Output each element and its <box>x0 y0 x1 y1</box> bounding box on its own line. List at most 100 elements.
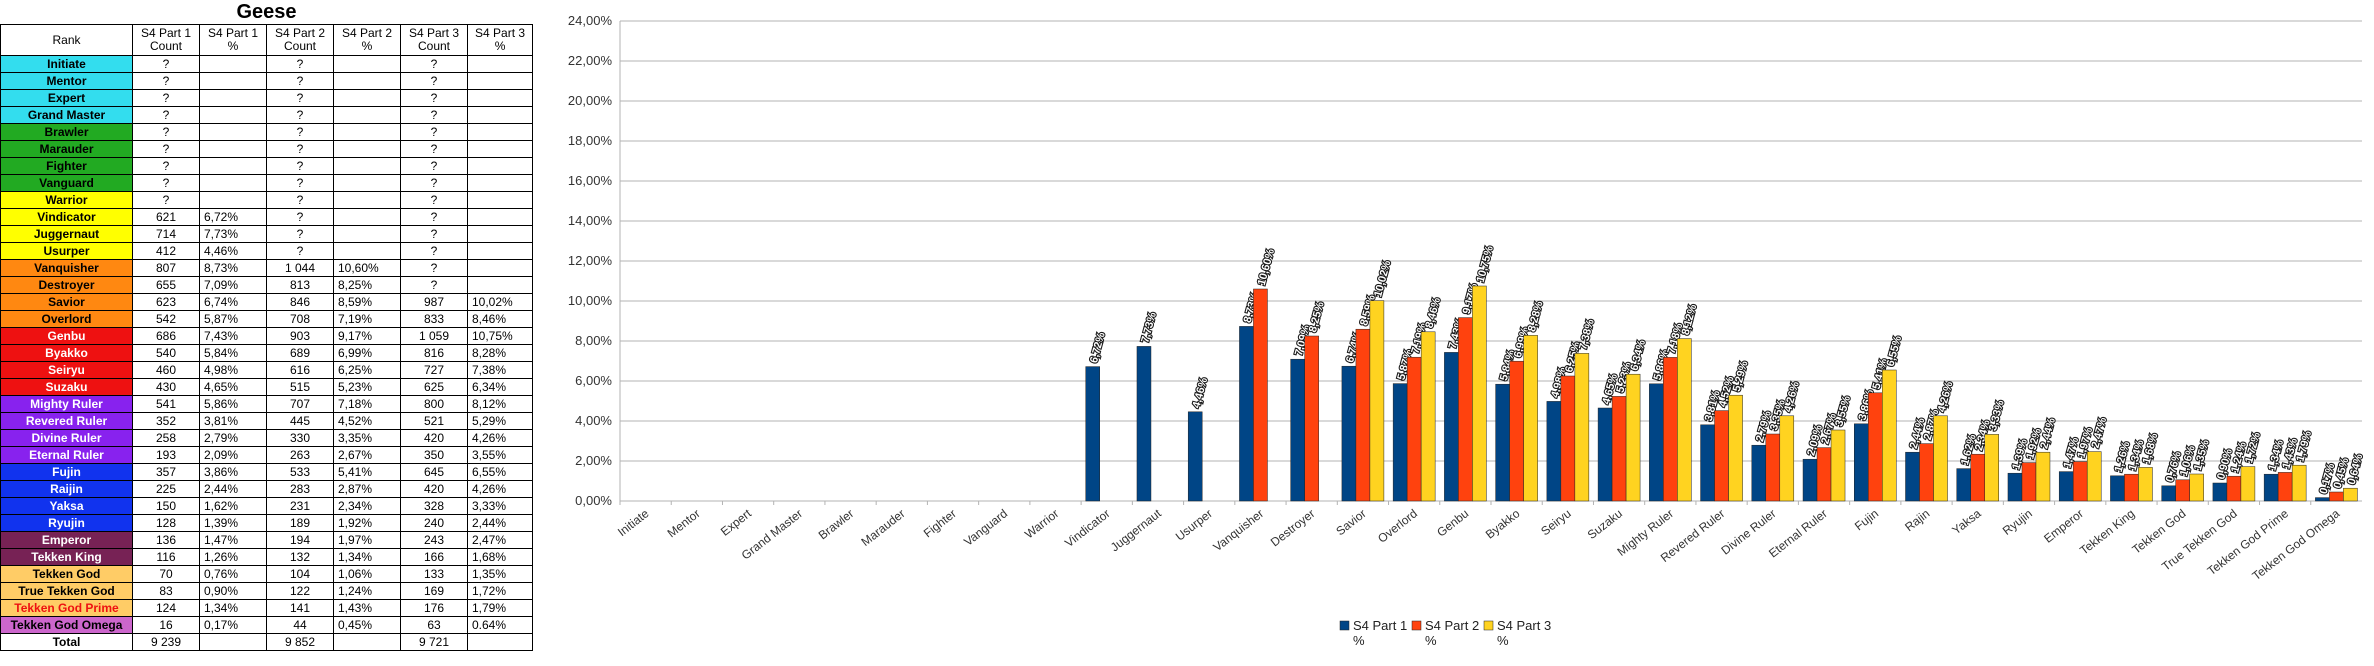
part1-count: 655 <box>132 276 200 294</box>
total-part3-pct <box>466 633 534 651</box>
part2-pct: 7,19% <box>333 310 401 328</box>
x-category-label: Tekken King <box>2077 506 2137 557</box>
x-category-label: Mentor <box>665 506 703 540</box>
table-row: Mentor??? <box>0 72 534 90</box>
part3-pct <box>466 242 534 260</box>
bar-data-label: 7,73% <box>1139 311 1159 344</box>
bar <box>2240 466 2256 502</box>
rank-name: Juggernaut <box>0 225 133 243</box>
bar <box>1290 358 1305 502</box>
bar <box>1546 401 1562 502</box>
part3-pct: 1,35% <box>466 565 534 583</box>
part1-count: ? <box>132 89 200 107</box>
part3-pct <box>466 123 534 141</box>
part1-count: 150 <box>132 497 200 515</box>
part1-pct: 1,34% <box>199 599 267 617</box>
part2-count: 846 <box>266 293 334 311</box>
bar <box>1304 335 1319 502</box>
part1-pct: 7,09% <box>199 276 267 294</box>
bar <box>1085 366 1100 502</box>
bar-data-label: 1,68% <box>2141 432 2161 465</box>
part1-count: 621 <box>132 208 200 226</box>
part2-count: 141 <box>266 599 334 617</box>
bar <box>1239 326 1254 502</box>
part1-count: ? <box>132 123 200 141</box>
part1-count: ? <box>132 72 200 90</box>
table-header-row: Rank S4 Part 1 Count S4 Part 1 % S4 Part 2 … <box>0 24 534 56</box>
part1-pct: 1,39% <box>199 514 267 532</box>
part3-count: ? <box>400 72 468 90</box>
bar <box>1905 451 1920 502</box>
table-row: Savior 623 6,74% 846 8,59% 987 10,02% <box>0 293 534 311</box>
bar <box>1597 407 1613 502</box>
part1-pct <box>199 174 267 192</box>
table-row: Tekken God Omega 16 0,17% 44 0,45% 63 0.64% <box>0 616 534 634</box>
part3-pct: 6,55% <box>466 463 534 481</box>
rank-name: Initiate <box>0 55 133 73</box>
part1-count: ? <box>132 191 200 209</box>
part1-count: 686 <box>132 327 200 345</box>
bar <box>1765 433 1781 502</box>
y-tick-label: 8,00% <box>575 333 612 348</box>
part2-pct: 3,35% <box>333 429 401 447</box>
part1-pct: 7,43% <box>199 327 267 345</box>
bar <box>1882 369 1897 502</box>
bar-data-label: 0,64% <box>2346 453 2366 486</box>
x-category-label: Fujin <box>1852 506 1881 533</box>
part2-pct <box>333 106 401 124</box>
rank-name: Expert <box>0 89 133 107</box>
table-row: Warrior??? <box>0 191 534 209</box>
part2-pct: 5,23% <box>333 378 401 396</box>
table-row: Vindicator 621 6,72%?? <box>0 208 534 226</box>
rank-name: Vanguard <box>0 174 133 192</box>
bar <box>2343 487 2358 502</box>
x-category-label: Genbu <box>1434 506 1471 539</box>
part2-pct <box>333 191 401 209</box>
part1-count: 430 <box>132 378 200 396</box>
part1-pct: 3,81% <box>199 412 267 430</box>
part2-count: ? <box>266 123 334 141</box>
part3-count: ? <box>400 208 468 226</box>
part2-pct: 1,34% <box>333 548 401 566</box>
table-row: Fighter??? <box>0 157 534 175</box>
part3-pct: 2,44% <box>466 514 534 532</box>
bar <box>1816 447 1832 502</box>
rank-name: Grand Master <box>0 106 133 124</box>
part3-pct: 4,26% <box>466 480 534 498</box>
rank-name: True Tekken God <box>0 582 133 600</box>
part3-count: 243 <box>400 531 468 549</box>
part2-count: 903 <box>266 327 334 345</box>
part1-pct: 5,84% <box>199 344 267 362</box>
part2-count: 515 <box>266 378 334 396</box>
bar <box>1649 383 1664 502</box>
part3-pct <box>466 106 534 124</box>
column-header: S4 Part 3 % <box>466 24 534 56</box>
bar <box>1830 429 1846 502</box>
table-row: Eternal Ruler 193 2,09% 263 2,67% 350 3,55% <box>0 446 534 464</box>
bar <box>2058 471 2074 502</box>
part2-count: 616 <box>266 361 334 379</box>
part3-count: ? <box>400 242 468 260</box>
rank-name: Eternal Ruler <box>0 446 133 464</box>
bar <box>2189 473 2204 502</box>
bar <box>2263 473 2279 502</box>
part3-count: ? <box>400 106 468 124</box>
part1-count: 460 <box>132 361 200 379</box>
bar <box>1677 338 1692 502</box>
rank-distribution-table: Geese Rank S4 Part 1 Count S4 Part 1 % S4 P… <box>0 0 534 651</box>
table-row: Destroyer 655 7,09% 813 8,25%? <box>0 276 534 294</box>
x-category-label: Vanguard <box>961 506 1010 549</box>
part1-count: 807 <box>132 259 200 277</box>
part1-pct: 1,47% <box>199 531 267 549</box>
part3-pct <box>466 208 534 226</box>
part3-count: 176 <box>400 599 468 617</box>
part1-count: 83 <box>132 582 200 600</box>
part2-count: 1 044 <box>266 259 334 277</box>
part2-pct <box>333 89 401 107</box>
part3-count: ? <box>400 55 468 73</box>
bar-data-label: 1,72% <box>2243 431 2263 464</box>
part1-pct: 2,09% <box>199 446 267 464</box>
part2-pct: 1,24% <box>333 582 401 600</box>
part1-pct: 8,73% <box>199 259 267 277</box>
part2-pct <box>333 242 401 260</box>
